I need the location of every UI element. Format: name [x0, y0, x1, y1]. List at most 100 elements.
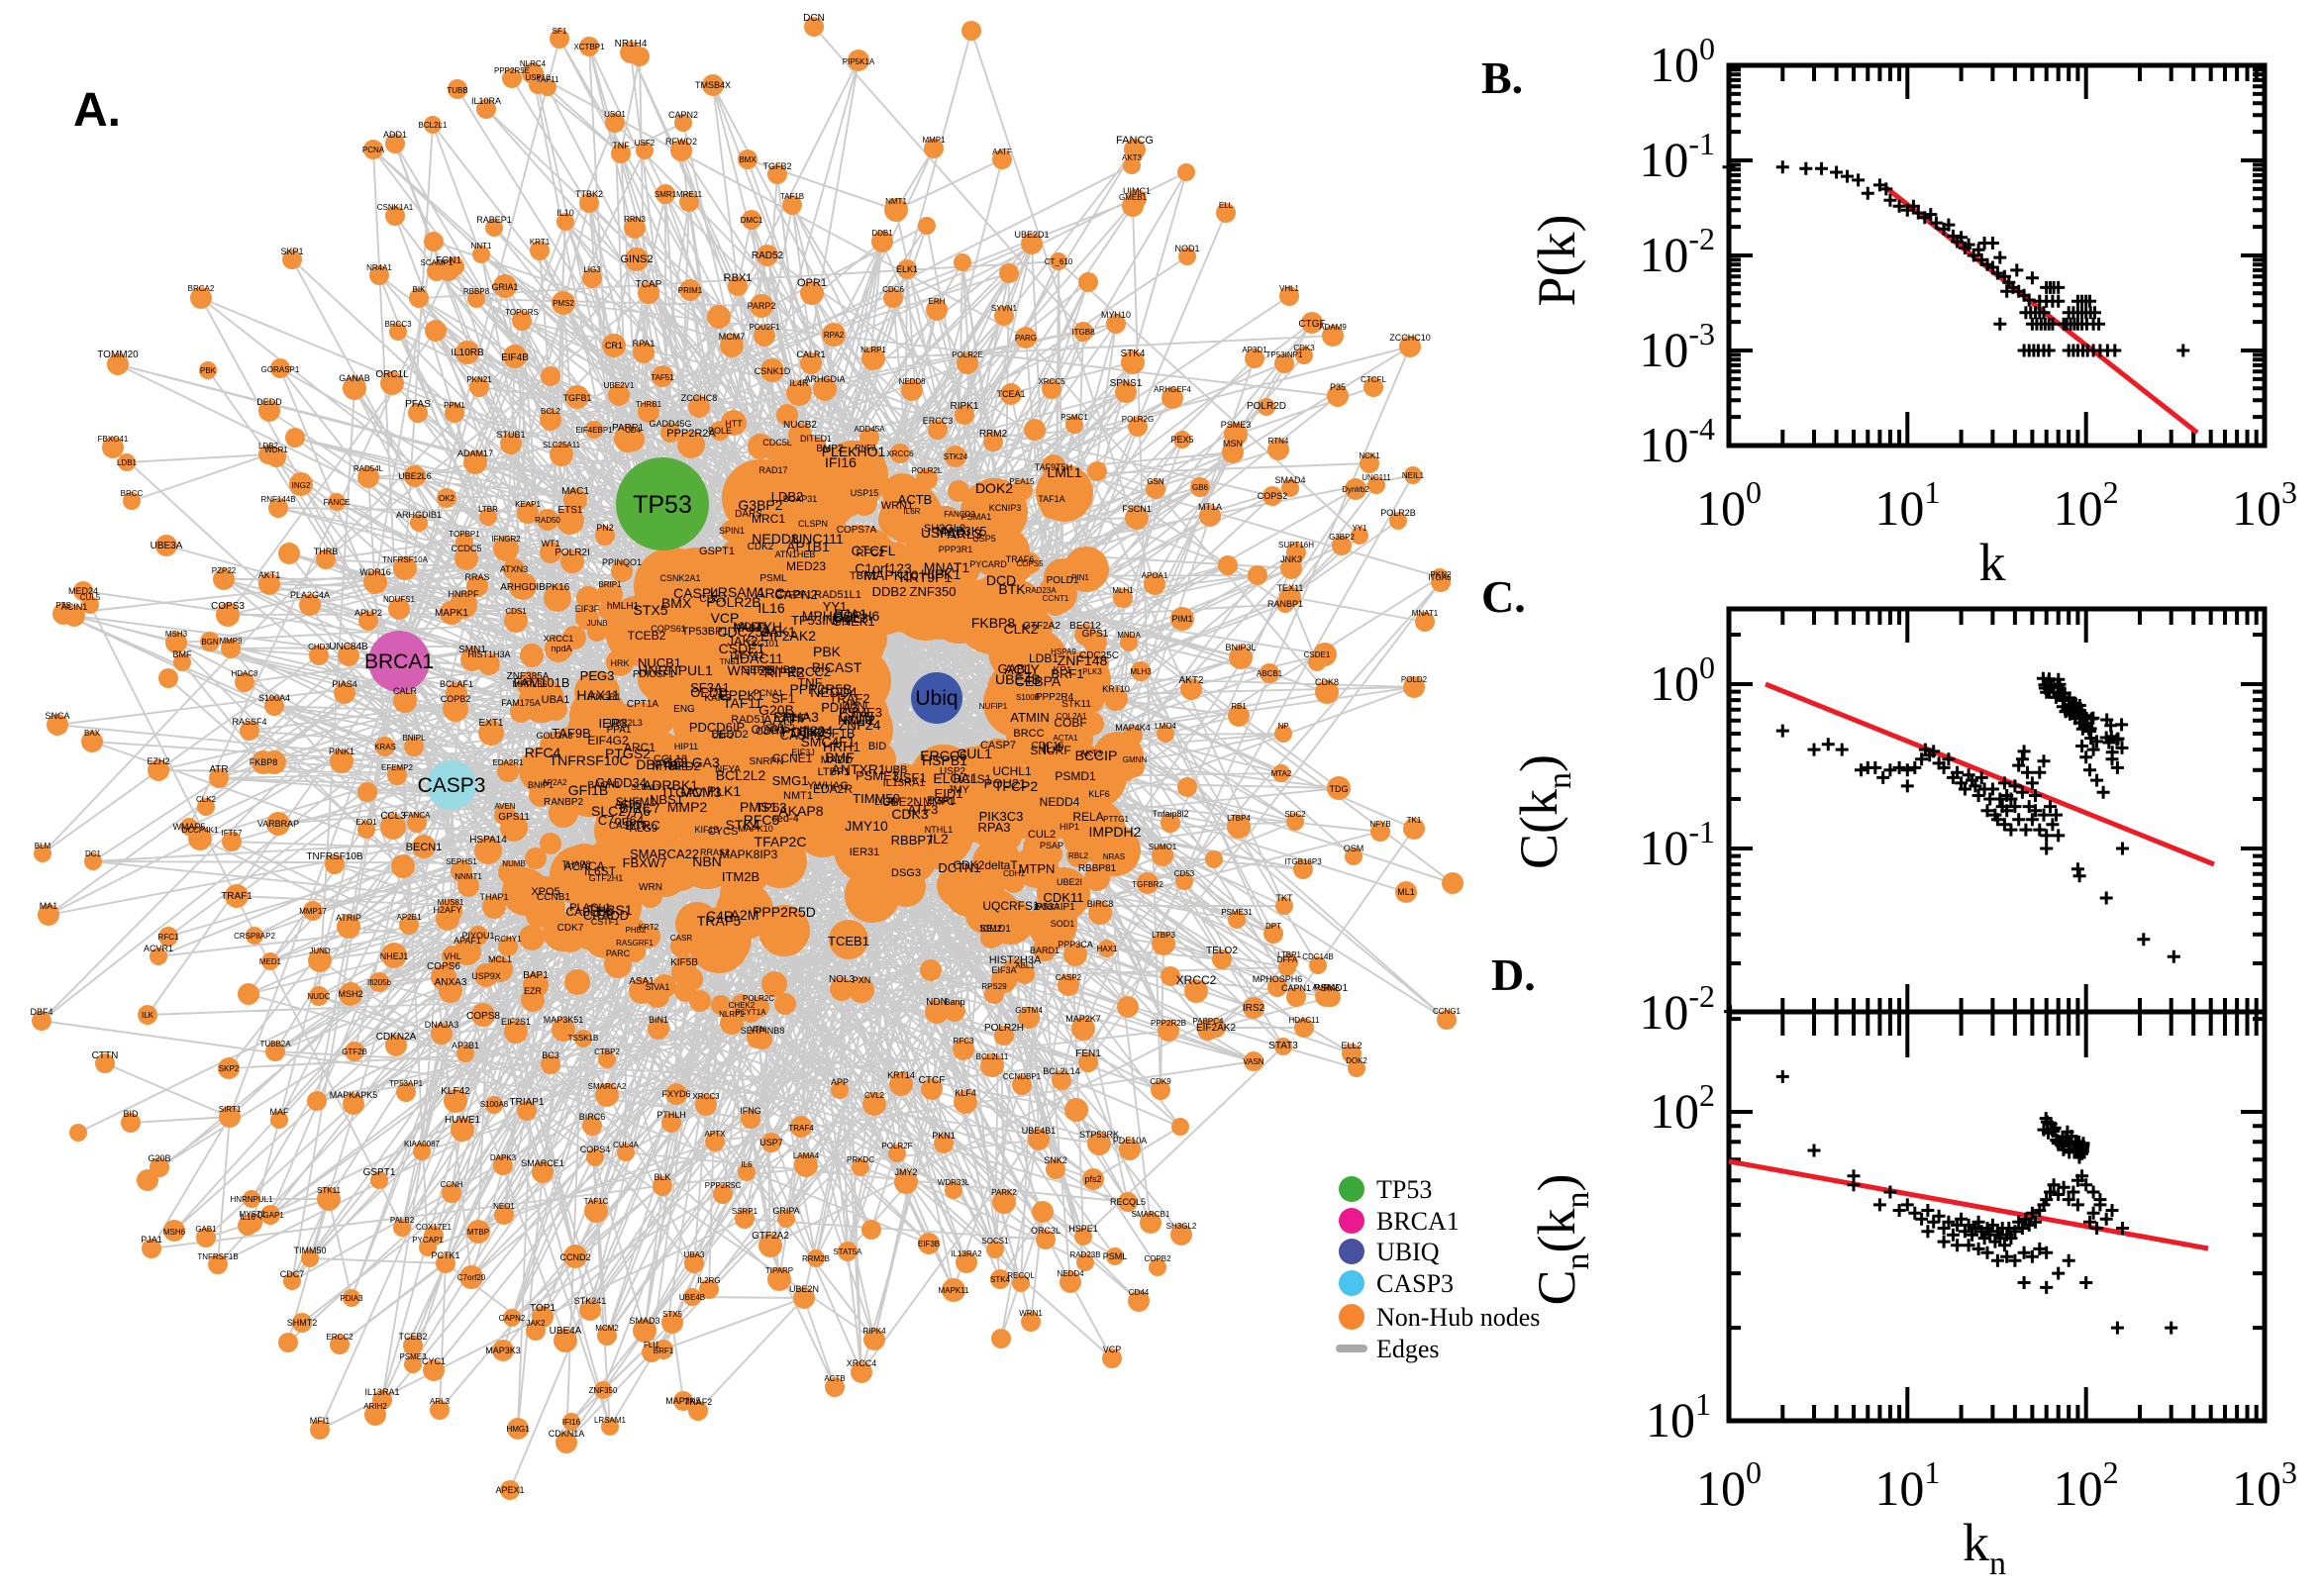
svg-text:UBE4B: UBE4B — [679, 1293, 705, 1302]
svg-text:PDICSF1: PDICSF1 — [633, 669, 675, 680]
svg-text:MA1: MA1 — [40, 901, 58, 911]
svg-text:LTBP4: LTBP4 — [1227, 814, 1251, 823]
svg-text:PPP2R5C: PPP2R5C — [705, 1181, 742, 1190]
svg-text:NMT1: NMT1 — [783, 790, 813, 802]
svg-text:MYH10: MYH10 — [1101, 310, 1131, 320]
svg-text:D.: D. — [1491, 949, 1536, 1000]
svg-text:PTHLH: PTHLH — [656, 1110, 686, 1120]
svg-text:ARHGDIB1: ARHGDIB1 — [396, 510, 442, 520]
svg-text:BAX: BAX — [84, 729, 101, 738]
svg-text:NEO1: NEO1 — [493, 1202, 515, 1211]
svg-text:MED1: MED1 — [259, 957, 282, 966]
svg-text:SLC27A6: SLC27A6 — [591, 803, 651, 819]
svg-text:PJA1: PJA1 — [141, 1235, 162, 1245]
svg-text:MMP1: MMP1 — [922, 136, 946, 145]
svg-text:CASP7: CASP7 — [980, 740, 1016, 751]
svg-text:AP2A2: AP2A2 — [543, 778, 567, 787]
svg-text:APLP2: APLP2 — [354, 608, 382, 618]
svg-text:CVL2: CVL2 — [864, 1091, 885, 1100]
svg-text:CHEK1: CHEK1 — [832, 614, 874, 629]
svg-text:GPS11: GPS11 — [498, 812, 530, 823]
svg-text:DCN: DCN — [803, 13, 825, 24]
svg-text:ANTXR1: ANTXR1 — [831, 761, 885, 777]
svg-text:PDIA3: PDIA3 — [340, 1294, 363, 1303]
svg-text:S100A8: S100A8 — [480, 1100, 509, 1109]
svg-text:CDK7: CDK7 — [557, 923, 584, 934]
svg-text:EIF3J: EIF3J — [791, 748, 815, 757]
svg-text:EIF4EBP1: EIF4EBP1 — [575, 426, 613, 435]
svg-text:BRCC3: BRCC3 — [384, 320, 412, 329]
svg-text:MFI1: MFI1 — [310, 1416, 331, 1426]
svg-text:PARC: PARC — [606, 948, 631, 958]
svg-text:TAF51: TAF51 — [651, 373, 674, 382]
svg-text:Edges: Edges — [1376, 1335, 1440, 1363]
svg-text:DITED1: DITED1 — [800, 434, 832, 444]
svg-text:SH3GL2: SH3GL2 — [1166, 1222, 1197, 1231]
svg-text:TNFRSF10A: TNFRSF10A — [382, 555, 428, 564]
svg-text:TP53INP1: TP53INP1 — [1266, 350, 1303, 359]
svg-text:PEX5: PEX5 — [1170, 435, 1193, 445]
svg-text:GB6: GB6 — [1192, 483, 1209, 492]
svg-text:BMX: BMX — [661, 595, 692, 611]
svg-text:USF1: USF1 — [893, 770, 926, 785]
svg-text:CHD3: CHD3 — [308, 643, 330, 651]
svg-text:BRCA1: BRCA1 — [364, 650, 434, 673]
svg-text:FSCN1: FSCN1 — [1122, 504, 1152, 514]
svg-text:DNAJA3: DNAJA3 — [425, 1020, 459, 1030]
svg-text:SIVA1: SIVA1 — [646, 982, 670, 992]
svg-text:NLRC4: NLRC4 — [520, 59, 547, 68]
svg-text:IL6ST: IL6ST — [584, 864, 617, 878]
svg-text:BID: BID — [123, 1109, 139, 1119]
svg-text:RAD51: RAD51 — [731, 714, 765, 726]
svg-text:AP1B1: AP1B1 — [786, 539, 830, 554]
svg-text:POLD2: POLD2 — [1401, 675, 1428, 684]
svg-text:DDB2: DDB2 — [872, 584, 907, 599]
svg-text:UBE4A: UBE4A — [550, 1326, 582, 1337]
svg-text:IL10: IL10 — [556, 208, 574, 218]
svg-text:CD4: CD4 — [625, 426, 642, 435]
svg-text:USF2: USF2 — [635, 139, 656, 148]
svg-text:BECN1: BECN1 — [406, 842, 443, 853]
svg-text:PKN1: PKN1 — [932, 1131, 956, 1141]
svg-text:TP53: TP53 — [633, 491, 692, 519]
svg-text:BTK: BTK — [998, 581, 1026, 597]
svg-text:EPPK1: EPPK1 — [719, 687, 763, 703]
svg-text:PPA1: PPA1 — [607, 725, 632, 736]
svg-text:TKT: TKT — [1276, 893, 1294, 903]
svg-text:XPO5: XPO5 — [531, 886, 559, 898]
svg-text:BRE: BRE — [669, 762, 688, 772]
svg-text:CDK8: CDK8 — [1315, 677, 1339, 687]
svg-text:IL16: IL16 — [758, 600, 784, 616]
svg-text:TCEB2: TCEB2 — [398, 1332, 427, 1342]
svg-text:EPHA3: EPHA3 — [773, 709, 819, 725]
svg-text:BIK: BIK — [413, 285, 427, 294]
svg-text:SYVN1: SYVN1 — [991, 304, 1018, 313]
svg-text:BRCC: BRCC — [1013, 728, 1044, 740]
svg-text:UBA1: UBA1 — [542, 694, 570, 706]
svg-text:PPP2R2B: PPP2R2B — [1151, 1019, 1186, 1028]
svg-text:STK4: STK4 — [1120, 349, 1145, 359]
svg-text:LRSAM1: LRSAM1 — [710, 584, 765, 600]
svg-text:FAM101B: FAM101B — [513, 675, 569, 690]
svg-text:ATIP: ATIP — [781, 711, 809, 726]
svg-text:CASP3: CASP3 — [418, 774, 486, 797]
svg-text:NMT1: NMT1 — [885, 197, 907, 206]
svg-text:BCL2L11: BCL2L11 — [976, 1052, 1009, 1061]
svg-text:MNAT1: MNAT1 — [1412, 609, 1439, 618]
svg-text:LDB2: LDB2 — [258, 442, 279, 450]
svg-text:USO1: USO1 — [604, 110, 626, 119]
svg-text:COPS61: COPS61 — [651, 624, 686, 634]
svg-text:PXN: PXN — [853, 975, 871, 985]
svg-text:TOP1: TOP1 — [530, 1303, 556, 1314]
svg-text:BCL2L14: BCL2L14 — [1043, 1066, 1080, 1076]
svg-text:PTTG1: PTTG1 — [1103, 815, 1129, 824]
svg-text:CSDE1: CSDE1 — [1304, 650, 1331, 659]
svg-text:WDR33L: WDR33L — [938, 1178, 970, 1187]
svg-text:DCD: DCD — [986, 572, 1016, 588]
svg-text:SERPINB9: SERPINB9 — [743, 664, 796, 676]
svg-text:MCM7: MCM7 — [719, 332, 746, 342]
svg-text:RRM2: RRM2 — [979, 429, 1008, 440]
svg-text:PPP2R2A: PPP2R2A — [666, 428, 716, 440]
svg-text:EIF3B: EIF3B — [918, 1240, 940, 1248]
svg-text:KRT10: KRT10 — [1102, 684, 1130, 694]
